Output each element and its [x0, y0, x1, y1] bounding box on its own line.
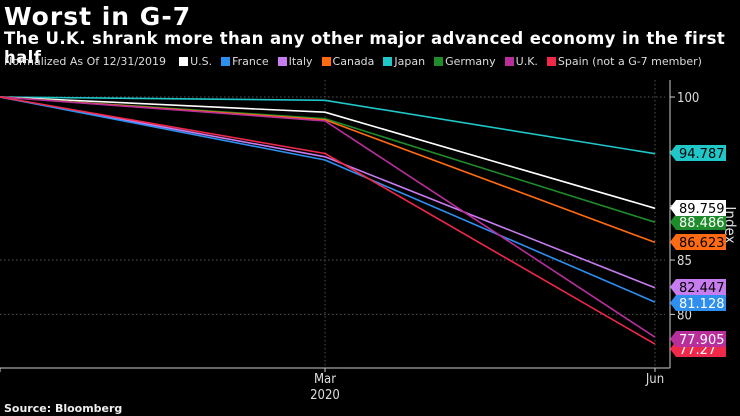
end-label-uk: 77.905: [670, 331, 726, 348]
end-label-value: 94.787: [679, 147, 725, 162]
end-label-flag: [670, 200, 726, 216]
legend-item-spain: Spain (not a G-7 member): [546, 55, 702, 68]
legend-label: Japan: [394, 55, 426, 68]
end-label-flag: [670, 331, 726, 347]
series-line-italy: [0, 96, 656, 289]
legend-item-germany: Germany: [434, 55, 496, 68]
series-line-spain: [0, 96, 656, 345]
grid: [0, 80, 665, 368]
end-label-flag: [670, 279, 726, 295]
end-label-germany: 88.486: [670, 214, 726, 231]
series-line-us: [0, 96, 656, 210]
legend-label: U.S.: [190, 55, 213, 68]
legend-label: U.K.: [515, 55, 538, 68]
legend-swatch: [179, 57, 189, 66]
x-tick-sublabel: 2020: [310, 388, 340, 403]
end-label-value: 86.623: [679, 236, 725, 251]
end-label-value: 77.905: [679, 333, 725, 348]
legend-swatch: [383, 57, 393, 66]
end-label-value: 89.759: [679, 202, 725, 217]
end-label-flag: [670, 295, 726, 311]
end-label-france: 81.128: [670, 295, 726, 312]
legend-item-canada: Canada: [321, 55, 375, 68]
chart-title: Worst in G-7: [4, 2, 192, 31]
series-line-uk: [0, 96, 656, 338]
x-tick-label: Jun: [645, 372, 664, 387]
end-label-japan: 94.787: [670, 145, 726, 162]
chart-subtitle: The U.K. shrank more than any other majo…: [4, 29, 726, 67]
y-tick-label: 85: [677, 254, 692, 269]
legend-swatch: [321, 57, 331, 66]
end-label-value: 81.128: [679, 297, 725, 312]
legend-item-france: France: [221, 55, 269, 68]
x-tick-label: Mar: [314, 372, 336, 387]
end-label-value: 82.447: [679, 281, 725, 296]
end-labels: 77.2777.90581.12882.44786.62388.48689.75…: [670, 145, 726, 358]
legend-item-us: U.S.: [179, 55, 212, 68]
series-line-france: [0, 96, 656, 303]
legend-swatch: [221, 57, 231, 66]
legend-item-italy: Italy: [277, 55, 313, 68]
legend: Normalized As Of 12/31/2019 U.S. France …: [4, 55, 702, 68]
y-tick-label: 100: [677, 91, 699, 106]
end-label-flag: [670, 234, 726, 250]
legend-label: Spain (not a G-7 member): [557, 55, 702, 68]
legend-swatch: [546, 57, 556, 66]
end-label-canada: 86.623: [670, 234, 726, 251]
source-note: Source: Bloomberg: [4, 402, 123, 415]
legend-prefix: Normalized As Of 12/31/2019: [4, 55, 167, 68]
series-line-japan: [0, 96, 656, 155]
legend-label: Italy: [288, 55, 313, 68]
end-label-italy: 82.447: [670, 279, 726, 296]
legend-swatch: [434, 57, 444, 66]
legend-item-japan: Japan: [383, 55, 425, 68]
legend-item-uk: U.K.: [504, 55, 538, 68]
legend-label: Germany: [445, 55, 496, 68]
legend-swatch: [504, 57, 514, 66]
legend-label: Canada: [332, 55, 375, 68]
legend-label: France: [232, 55, 269, 68]
y-tick-label: 80: [677, 308, 692, 323]
end-label-value: 88.486: [679, 216, 725, 231]
end-label-flag: [670, 145, 726, 161]
legend-swatch: [277, 57, 287, 66]
end-label-flag: [670, 214, 726, 230]
series-lines: [0, 96, 656, 345]
end-label-us: 89.759: [670, 200, 726, 217]
